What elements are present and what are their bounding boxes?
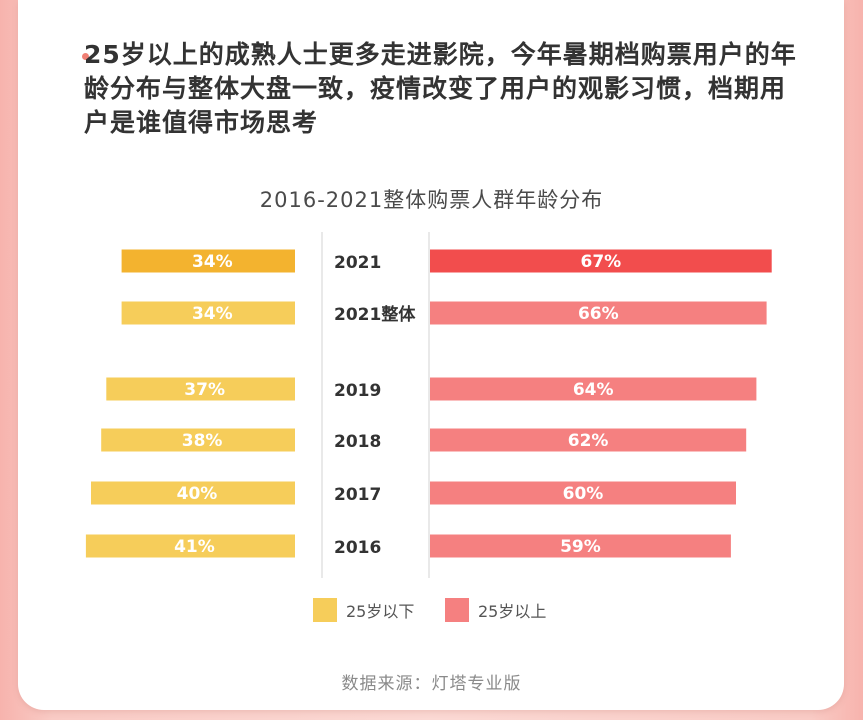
legend-swatch-under25	[313, 598, 337, 622]
bar-over25-2016	[430, 534, 731, 558]
bar-over25-2017	[430, 481, 736, 505]
category-label-2016: 2016	[334, 538, 381, 558]
value-label-over25-2021整体: 66%	[578, 304, 619, 324]
legend-swatch-over25	[445, 598, 469, 622]
data-source-note: 数据来源：灯塔专业版	[341, 674, 522, 694]
bar-under25-2016	[85, 534, 296, 558]
value-label-under25-2018: 38%	[182, 431, 223, 451]
headline-text: 25岁以上的成熟人士更多走进影院，今年暑期档购票用户的年龄分布与整体大盘一致，疫…	[84, 40, 797, 137]
bar-over25-2019	[430, 377, 757, 401]
legend-item-under25: 25岁以下	[313, 598, 414, 622]
content-card	[18, 0, 844, 710]
category-label-2019: 2019	[334, 381, 381, 401]
category-label-2021整体: 2021整体	[334, 304, 416, 325]
bar-over25-2021	[430, 249, 772, 273]
category-label-2017: 2017	[334, 485, 381, 505]
value-label-under25-2021整体: 34%	[192, 304, 233, 324]
value-label-over25-2019: 64%	[573, 380, 614, 400]
value-label-under25-2021: 34%	[192, 252, 233, 272]
value-label-over25-2018: 62%	[568, 431, 609, 451]
bar-under25-2021整体	[121, 301, 295, 325]
bar-under25-2019	[106, 377, 295, 401]
bar-over25-2018	[430, 428, 747, 452]
legend-label-over25: 25岁以上	[478, 602, 547, 621]
bar-under25-2021	[121, 249, 295, 273]
category-label-2018: 2018	[334, 432, 381, 452]
bar-under25-2018	[101, 428, 295, 452]
value-label-over25-2017: 60%	[563, 484, 604, 504]
legend-item-over25: 25岁以上	[445, 598, 546, 622]
bullet-dot-icon	[82, 53, 89, 60]
legend-label-under25: 25岁以下	[346, 602, 415, 621]
value-label-under25-2019: 37%	[184, 380, 225, 400]
bar-over25-2021整体	[430, 301, 767, 325]
value-label-over25-2021: 67%	[580, 252, 621, 272]
category-label-2021: 2021	[334, 253, 381, 273]
bar-under25-2017	[91, 481, 295, 505]
chart-title: 2016-2021整体购票人群年龄分布	[259, 188, 604, 212]
value-label-under25-2016: 41%	[174, 537, 215, 557]
value-label-over25-2016: 59%	[560, 537, 601, 557]
value-label-under25-2017: 40%	[177, 484, 218, 504]
